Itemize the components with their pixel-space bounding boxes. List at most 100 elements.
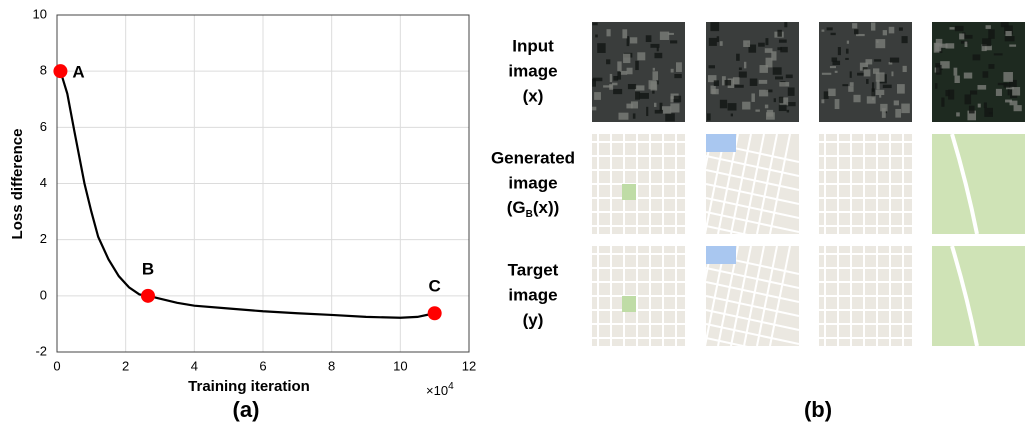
x-multiplier: ×104 xyxy=(426,381,454,399)
image-detail xyxy=(982,38,991,46)
image-detail xyxy=(777,47,781,50)
image-detail xyxy=(856,34,865,36)
image-detail xyxy=(595,35,598,38)
image-detail xyxy=(786,75,793,79)
image-detail xyxy=(955,76,960,83)
image-detail xyxy=(637,52,645,60)
green xyxy=(622,184,636,200)
image-detail xyxy=(780,97,784,103)
multiplier-exponent: 4 xyxy=(448,381,454,392)
image-detail xyxy=(635,85,645,90)
point-label: B xyxy=(142,259,154,278)
image-detail xyxy=(626,104,632,109)
image-detail xyxy=(744,62,746,69)
image-detail xyxy=(1010,101,1018,106)
image-detail xyxy=(949,27,954,29)
image-detail xyxy=(592,107,596,111)
image-detail xyxy=(838,47,841,55)
image-detail xyxy=(866,79,869,84)
image-detail xyxy=(1009,44,1016,46)
image-detail xyxy=(822,73,831,75)
image-detail xyxy=(617,61,621,70)
image-detail xyxy=(633,113,636,118)
image-detail xyxy=(954,68,958,76)
image-detail xyxy=(618,113,628,120)
image-detail xyxy=(964,73,972,79)
figure: (a) (b) Training iteration Loss differen… xyxy=(0,0,1025,430)
y-tick-label: 2 xyxy=(40,231,47,246)
label-part: (G xyxy=(507,198,526,217)
image-detail xyxy=(955,26,964,31)
image-detail xyxy=(606,29,610,36)
image-detail xyxy=(655,110,663,114)
y-tick-label: 8 xyxy=(40,63,47,78)
image-detail xyxy=(899,27,903,30)
image-detail xyxy=(739,67,742,70)
image-detail xyxy=(850,71,852,77)
image-detail xyxy=(872,82,874,92)
image-detail xyxy=(901,104,910,114)
image-detail xyxy=(709,65,715,68)
image-detail xyxy=(646,107,648,116)
image-detail xyxy=(879,95,881,98)
row-label: (GB(x)) xyxy=(507,198,560,219)
image-detail xyxy=(779,40,787,43)
image-detail xyxy=(728,103,737,110)
image-detail xyxy=(620,71,627,75)
row-label: image xyxy=(508,61,557,80)
image-detail xyxy=(674,74,681,78)
image-detail xyxy=(847,41,849,44)
image-detail xyxy=(890,58,899,63)
x-tick-label: 0 xyxy=(53,358,60,373)
image-detail xyxy=(707,113,711,120)
image-detail xyxy=(1001,22,1009,27)
image-detail xyxy=(875,39,885,48)
image-detail xyxy=(835,99,840,109)
image-detail xyxy=(594,92,601,100)
image-detail xyxy=(827,27,833,30)
image-detail xyxy=(660,32,669,40)
image-detail xyxy=(717,36,719,42)
image-detail xyxy=(969,106,975,114)
image-detail xyxy=(1014,105,1022,111)
image-detail xyxy=(710,22,719,31)
image-detail xyxy=(876,40,878,42)
image-detail xyxy=(635,92,640,100)
image-detail xyxy=(671,69,674,73)
image-tile xyxy=(932,246,1025,346)
image-detail xyxy=(842,84,848,86)
marker-point xyxy=(428,306,442,320)
point-label: C xyxy=(429,277,441,296)
image-detail xyxy=(733,77,740,84)
row-label: image xyxy=(508,173,557,192)
image-detail xyxy=(846,49,849,54)
image-detail xyxy=(610,74,612,82)
image-detail xyxy=(824,91,829,99)
image-detail xyxy=(850,82,854,86)
image-detail xyxy=(835,71,838,73)
image-detail xyxy=(630,37,637,43)
image-detail xyxy=(936,65,942,75)
image-detail xyxy=(765,105,768,109)
image-detail xyxy=(830,66,836,68)
green xyxy=(622,296,636,312)
image-detail xyxy=(857,73,864,76)
image-detail xyxy=(709,38,717,46)
image-detail xyxy=(965,42,968,47)
image-detail xyxy=(935,83,938,89)
caption: (b) xyxy=(804,397,832,422)
image-detail xyxy=(1008,89,1010,95)
image-detail xyxy=(662,106,671,113)
x-tick-label: 2 xyxy=(122,358,129,373)
image-detail xyxy=(822,30,825,32)
image-detail xyxy=(613,89,622,94)
image-detail xyxy=(1005,31,1011,36)
image-detail xyxy=(1005,36,1015,41)
x-tick-label: 10 xyxy=(393,358,407,373)
image-detail xyxy=(628,84,636,89)
image-detail xyxy=(848,86,853,92)
image-detail xyxy=(876,90,885,95)
marker-point xyxy=(141,289,155,303)
image-detail xyxy=(751,93,754,101)
x-axis-label: Training iteration xyxy=(188,378,310,395)
